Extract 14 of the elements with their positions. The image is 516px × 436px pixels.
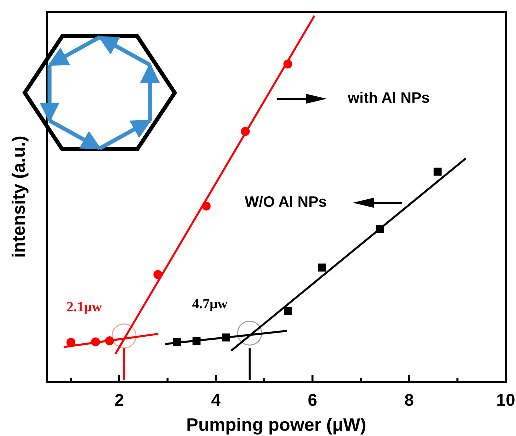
annotation: 4.7μw (192, 297, 229, 312)
x-axis-title: Pumping power (μW) (186, 415, 366, 435)
x-tick-label: 6 (308, 391, 318, 410)
x-tick-label: 10 (496, 391, 516, 410)
point (284, 307, 292, 316)
annotation: W/O Al NPs (245, 194, 327, 211)
x-tick-label: 2 (114, 391, 124, 410)
x-tick-label: 4 (211, 391, 222, 410)
point (434, 168, 442, 176)
y-axis-title: intensity (a.u.) (9, 136, 29, 258)
x-tick-label: 8 (404, 391, 414, 410)
annotation: 2.1μw (66, 300, 104, 316)
annotation: with Al NPs (347, 90, 430, 107)
point (318, 264, 326, 272)
